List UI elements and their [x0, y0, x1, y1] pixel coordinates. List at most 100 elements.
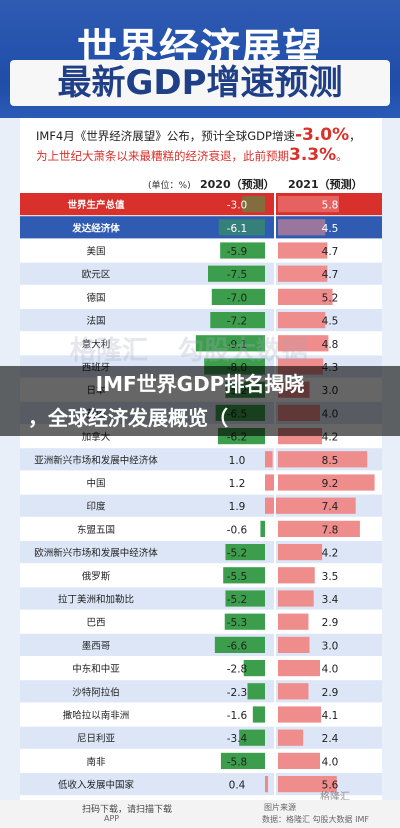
value-2020: -7.2 — [227, 316, 248, 328]
value-2020: -9.1 — [227, 339, 248, 351]
value-2020: -5.9 — [227, 246, 248, 258]
column-header-2021: 2021（预测） — [288, 178, 363, 191]
bar-2021 — [278, 683, 309, 700]
bar-2020 — [225, 544, 265, 561]
bar-2020 — [252, 706, 265, 723]
row-label: 南非 — [86, 756, 106, 768]
bar-2020 — [243, 660, 265, 677]
value-2021: 4.2 — [322, 548, 339, 560]
value-2020: -2.3 — [227, 687, 248, 699]
bar-2021 — [278, 265, 328, 282]
bar-2020 — [260, 520, 265, 537]
bar-2021 — [278, 312, 326, 329]
column-header-2020: 2020（预测） — [200, 178, 275, 191]
row-label: 撒哈拉以南非洲 — [63, 710, 130, 722]
footer-download-text: 扫码下载，请扫描下载 — [82, 805, 173, 815]
bar-2021 — [278, 660, 320, 677]
footer: 扫码下载，请扫描下载 APP 图片来源 数据：格隆汇 勾股大数据 IMF — [0, 800, 400, 828]
bar-2021 — [278, 335, 329, 352]
row-label: 亚洲新兴市场和发展中经济体 — [34, 454, 158, 466]
value-2020: -5.2 — [227, 594, 248, 606]
row-label: 印度 — [86, 501, 106, 513]
footer-source-text: 数据：格隆汇 勾股大数据 IMF — [262, 815, 369, 824]
value-2020: -5.8 — [227, 756, 248, 768]
value-2021: 4.0 — [322, 756, 339, 768]
row-label: 巴西 — [86, 618, 105, 629]
bar-2020 — [265, 776, 269, 793]
watermark-2: 勾股大数据 — [178, 336, 309, 366]
watermark-3: 格隆汇 — [320, 792, 350, 803]
bar-2020 — [265, 451, 273, 468]
bar-2020 — [224, 613, 265, 630]
row-label: 低收入发展中国家 — [58, 779, 135, 791]
value-2020: -2.8 — [227, 664, 248, 676]
row-label: 中东和中亚 — [72, 663, 120, 675]
value-2021: 4.5 — [322, 223, 339, 235]
bar-2021 — [278, 219, 326, 236]
value-2020: -3.4 — [227, 733, 248, 745]
bar-2020 — [195, 335, 265, 352]
row-label: 欧元区 — [82, 269, 111, 281]
value-2020: 1.0 — [229, 455, 246, 467]
value-2020: 1.2 — [229, 478, 246, 490]
unit-label: (单位：%) — [148, 181, 191, 191]
row-label: 欧洲新兴市场和发展中经济体 — [34, 547, 158, 559]
intro-line1-prefix: IMF4月《世界经济展望》公布，预计全球GDP增速 — [36, 129, 295, 143]
bar-2021 — [278, 196, 339, 213]
row-label: 俄罗斯 — [82, 570, 111, 582]
footer-source-label: 图片来源 — [264, 803, 296, 812]
banner-line2: ，全球经济发展概览（ — [28, 406, 228, 430]
bar-2020 — [265, 497, 280, 514]
value-2020: -3.0 — [227, 200, 248, 212]
value-2021: 9.2 — [322, 478, 339, 490]
chart-card: IMF4月《世界经济展望》公布，预计全球GDP增速-3.0%， 为上世纪大萧条以… — [20, 118, 382, 803]
value-2021: 4.7 — [322, 269, 339, 281]
bar-2021 — [278, 567, 315, 584]
bar-2021 — [278, 242, 328, 259]
bar-2020 — [211, 288, 265, 305]
bar-2021 — [278, 752, 320, 769]
value-2021: 4.1 — [322, 710, 339, 722]
intro-line2-prefix: 为上世纪大萧条以来最糟糕的经济衰退，此前预期 — [36, 149, 289, 163]
header: 世界经济展望 最新GDP增速预测 — [0, 0, 400, 118]
value-2021: 5.8 — [322, 200, 339, 212]
bar-2020 — [218, 219, 265, 236]
value-2021: 4.5 — [322, 316, 339, 328]
row-label: 墨西哥 — [82, 641, 111, 652]
bar-2021 — [278, 520, 360, 537]
bar-2020 — [208, 265, 265, 282]
value-2021: 5.2 — [322, 292, 339, 304]
bar-2021 — [278, 636, 310, 653]
value-2020: -6.6 — [227, 640, 248, 652]
bar-2020 — [265, 474, 275, 491]
bar-2021 — [278, 613, 309, 630]
row-label: 意大利 — [82, 338, 111, 350]
value-2021: 8.5 — [322, 455, 339, 467]
row-label: 美国 — [86, 246, 105, 258]
bar-2021 — [278, 497, 356, 514]
banner-line1: IMF世界GDP排名揭晓 — [95, 372, 305, 396]
row-label: 东盟五国 — [77, 524, 115, 536]
value-2021: 4.0 — [322, 664, 339, 676]
value-2021: 7.8 — [322, 524, 339, 536]
intro-line2-suffix: 。 — [336, 149, 348, 163]
row-label: 中国 — [86, 478, 105, 490]
value-2021: 3.0 — [322, 640, 339, 652]
row-label: 世界生产总值 — [67, 199, 125, 211]
watermark-1: 格隆汇 — [70, 336, 149, 366]
value-2020: -7.5 — [227, 269, 248, 281]
intro-line1-suffix: ， — [349, 129, 361, 143]
header-title-line2: 最新GDP增速预测 — [10, 60, 390, 106]
title-banner: IMF世界GDP排名揭晓 ，全球经济发展概览（ — [0, 366, 400, 436]
value-2021: 2.4 — [322, 733, 339, 745]
bar-2021 — [278, 706, 322, 723]
value-2020: -5.5 — [227, 571, 248, 583]
bar-2020 — [220, 752, 265, 769]
value-2021: 2.9 — [322, 687, 339, 699]
row-label: 法国 — [86, 315, 105, 327]
intro-line1-value: -3.0% — [294, 125, 350, 145]
value-2020: -0.6 — [227, 524, 248, 536]
bar-2020 — [220, 242, 265, 259]
bar-2020 — [247, 683, 265, 700]
row-label: 德国 — [86, 292, 105, 304]
